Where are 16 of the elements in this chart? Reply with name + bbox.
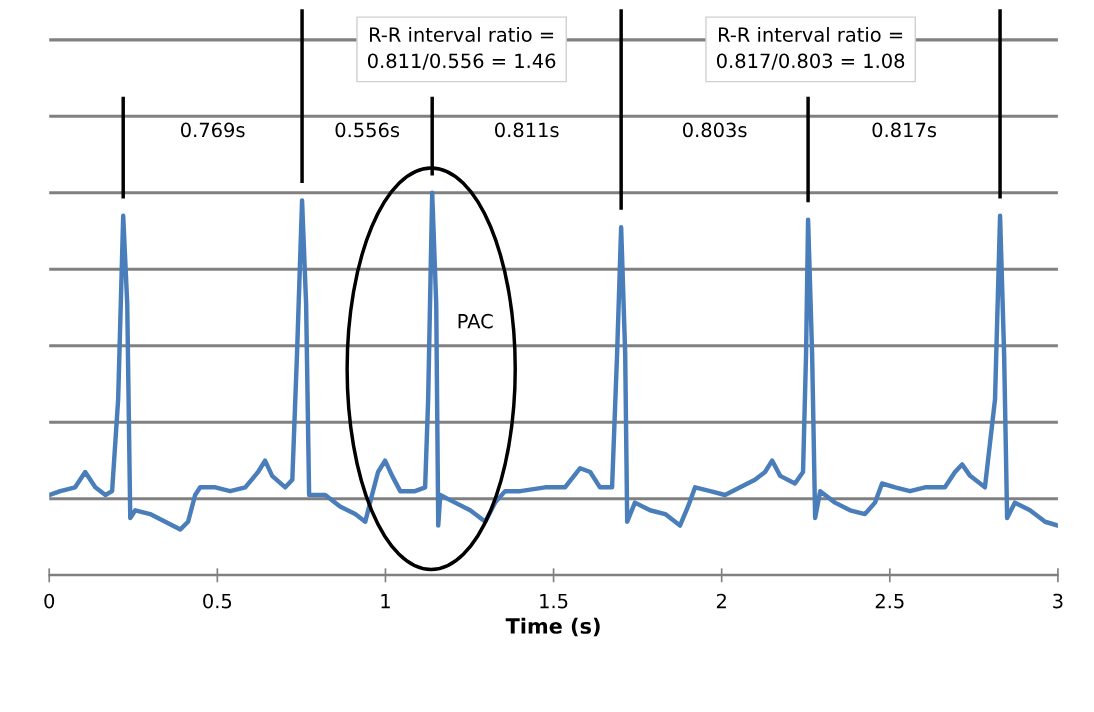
text: R-R interval ratio = 0.817/0.803 = 1.08	[716, 26, 905, 70]
text: 0.556s	[335, 122, 400, 138]
x-tick-label: 1	[381, 593, 390, 609]
text: 0.803s	[683, 122, 747, 138]
x-tick-label: 3	[1053, 593, 1063, 609]
text: 0.811s	[495, 122, 559, 138]
text: 0.817s	[872, 122, 937, 138]
annotation: PAC	[458, 313, 493, 329]
x-tick-label: 2	[716, 593, 726, 609]
x-tick-label: 0	[44, 593, 55, 609]
text: R-R interval ratio = 0.811/0.556 = 1.46	[367, 26, 556, 70]
x-axis-title: Time (s)	[505, 617, 600, 637]
x-tick-label: 1.5	[540, 593, 568, 609]
x-tick-label: 2.5	[875, 593, 904, 609]
text: 0.769s	[181, 122, 245, 138]
x-tick-label: 0.5	[203, 593, 232, 609]
